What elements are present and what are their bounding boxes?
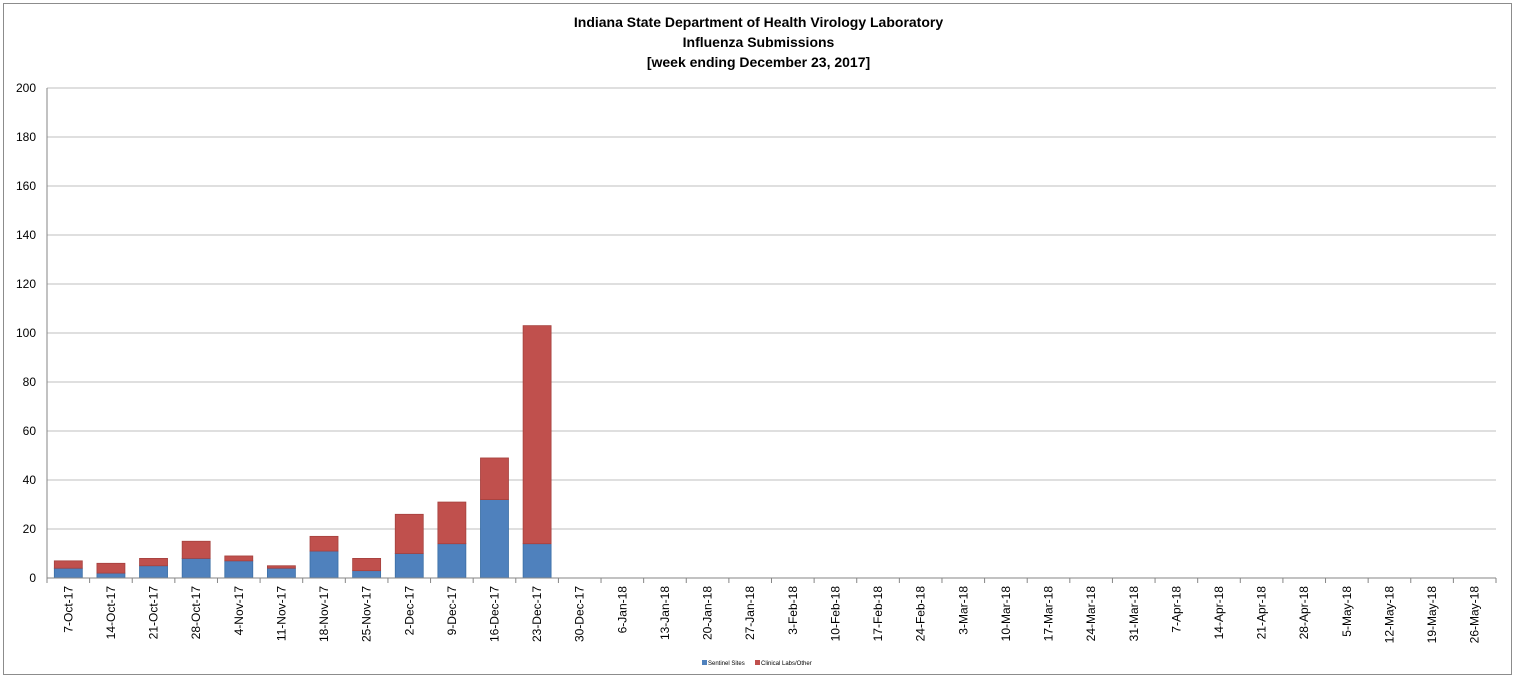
x-tick-label: 14-Apr-18 [1212,586,1226,640]
x-tick-label: 5-May-18 [1340,586,1354,637]
bar-segment [266,565,296,569]
chart-title-line-3: [week ending December 23, 2017] [646,54,871,70]
legend-label: Clinical Labs/Other [761,661,812,667]
x-tick-label: 14-Oct-17 [104,586,118,640]
bar-segment [522,543,552,579]
x-tick-label: 7-Apr-18 [1169,586,1183,633]
x-tick-label: 11-Nov-17 [274,586,288,641]
x-tick-label: 24-Feb-18 [914,586,928,642]
bar-segment [139,558,168,567]
y-tick-label: 40 [23,473,37,487]
x-axis-ticks: 7-Oct-17 14-Oct-17 21-Oct-17 28-Oct-17 4-Nov… [46,578,1497,644]
bar-segment [352,570,382,579]
bar-segment [480,499,509,579]
x-tick-label: 20-Jan-18 [701,586,715,640]
x-tick-label: 26-May-18 [1468,586,1482,644]
bar-segment [96,562,126,574]
bar-segment [394,553,424,579]
x-tick-label: 7-Oct-17 [61,586,75,633]
chart-title-line-2: Influenza Submissions [682,34,835,50]
bar-segment [309,550,339,579]
y-tick-label: 80 [23,375,37,389]
bar-segment [181,540,211,559]
x-tick-label: 28-Apr-18 [1297,586,1311,640]
x-tick-label: 23-Dec-17 [530,586,544,642]
bar-segment [480,457,509,501]
bar-segment [53,567,83,579]
chart-frame [3,3,1512,675]
legend: Sentinel Sites Clinical Labs/Other [702,660,812,667]
x-tick-label: 30-Dec-17 [573,586,587,642]
y-tick-label: 120 [16,277,36,291]
legend-swatch [755,660,760,665]
bar-segment [224,560,254,579]
x-tick-label: 25-Nov-17 [360,586,374,642]
x-tick-label: 9-Dec-17 [445,586,459,636]
x-tick-label: 28-Oct-17 [189,586,203,640]
bar-segment [352,558,382,572]
bar-segment [309,535,339,552]
y-tick-label: 20 [23,522,37,536]
y-tick-label: 200 [16,81,36,95]
legend-label: Sentinel Sites [708,661,745,667]
x-tick-label: 17-Mar-18 [1042,586,1056,642]
x-tick-label: 21-Oct-17 [147,586,161,640]
bar-segment [437,543,467,579]
x-tick-label: 13-Jan-18 [658,586,672,640]
x-tick-label: 6-Jan-18 [615,586,629,634]
y-tick-label: 180 [16,130,36,144]
bar-segment [139,565,168,579]
gridlines [47,87,1496,530]
bar-segment [437,501,467,545]
x-tick-label: 24-Mar-18 [1084,586,1098,642]
bar-segment [394,513,424,554]
y-tick-label: 60 [23,424,37,438]
y-tick-label: 0 [29,571,36,585]
chart-title: Indiana State Department of Health Virol… [0,12,1517,72]
y-tick-label: 140 [16,228,36,242]
y-tick-label: 160 [16,179,36,193]
x-tick-label: 31-Mar-18 [1127,586,1141,642]
bar-segment [522,325,552,545]
x-tick-label: 2-Dec-17 [402,586,416,636]
bar-segment [53,560,83,569]
x-tick-label: 4-Nov-17 [232,586,246,636]
bar-segment [96,572,126,579]
y-tick-label: 100 [16,326,36,340]
bar-segment [181,558,211,579]
legend-swatch [702,660,707,665]
x-tick-label: 19-May-18 [1425,586,1439,644]
x-tick-label: 12-May-18 [1382,586,1396,644]
bar-segment [224,555,254,562]
x-tick-label: 18-Nov-17 [317,586,331,642]
chart-title-line-1: Indiana State Department of Health Virol… [573,14,944,30]
bars [53,325,552,579]
x-tick-label: 16-Dec-17 [487,586,501,642]
x-tick-label: 10-Feb-18 [828,586,842,642]
bar-segment [266,567,296,579]
x-tick-label: 10-Mar-18 [999,586,1013,642]
y-axis-ticks: 0 20 40 60 80 100 120 140 160 180 200 [16,81,36,585]
x-tick-label: 17-Feb-18 [871,586,885,642]
x-tick-label: 21-Apr-18 [1255,586,1269,640]
x-tick-label: 27-Jan-18 [743,586,757,640]
x-tick-label: 3-Mar-18 [956,586,970,635]
x-tick-label: 3-Feb-18 [786,586,800,635]
